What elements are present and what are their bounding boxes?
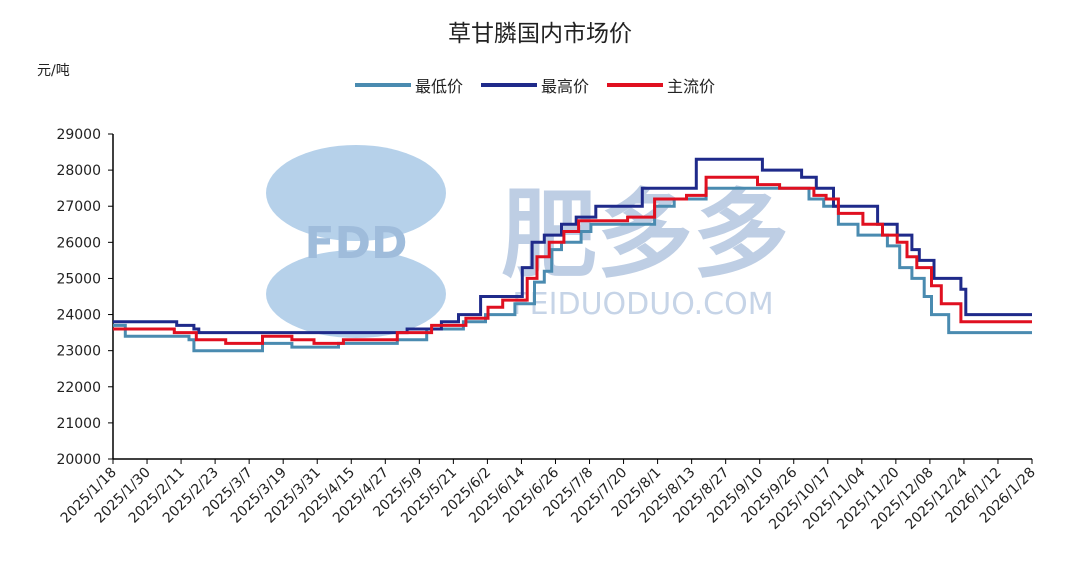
legend-label-high: 最高价 [541,77,590,96]
watermark-badge-bottom [266,250,446,338]
watermark-logo: FDD 肥多多 FEIDUODUO.COM [266,145,789,338]
chart-legend: 最低价 最高价 主流价 [355,73,715,97]
series-line-main [113,175,1032,345]
legend-swatch-high [481,83,538,87]
y-tick-label: 21000 [56,416,101,432]
series-line-high [113,157,1032,335]
chart-title: 草甘膦国内市场价 [448,21,632,47]
legend-swatch-main [607,83,664,87]
y-tick-label: 24000 [56,308,101,324]
y-tick-label: 28000 [56,163,101,179]
y-tick-label: 22000 [56,380,101,396]
watermark-brand-url: FEIDUODUO.COM [512,287,773,322]
y-tick-label: 20000 [56,452,101,468]
watermark-badge-top [266,145,446,241]
watermark-badge-text: FDD [304,218,407,269]
y-tick-label: 29000 [56,127,101,143]
y-axis-unit-label: 元/吨 [37,63,70,79]
y-tick-label: 25000 [56,271,101,287]
y-tick-label: 26000 [56,235,101,251]
legend-swatch-low [355,83,411,87]
legend-label-low: 最低价 [415,77,464,96]
legend-item-low: 最低价 [355,73,463,97]
legend-item-main: 主流价 [607,73,715,97]
legend-label-main: 主流价 [667,77,716,96]
series-layer [113,157,1032,353]
y-tick-label: 23000 [56,344,101,360]
y-tick-label: 27000 [56,199,101,215]
legend-item-high: 最高价 [481,73,589,97]
